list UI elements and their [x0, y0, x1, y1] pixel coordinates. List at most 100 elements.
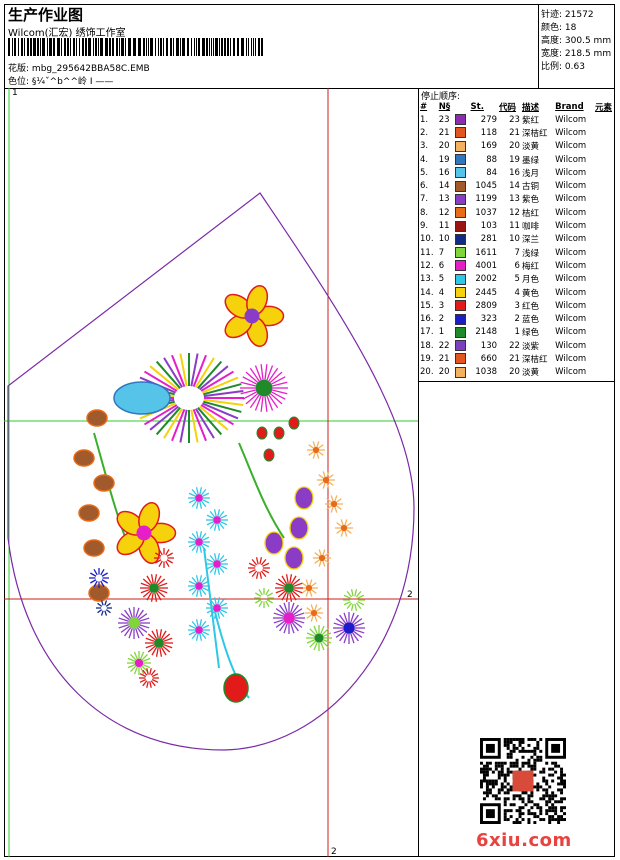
thread-no: 20 — [438, 141, 450, 152]
color-swatch-box — [454, 140, 466, 152]
thread-code: 6 — [514, 260, 520, 271]
thread-desc: 梅红 — [521, 261, 539, 272]
thread-brand: Wilcom — [555, 287, 587, 298]
header-divider — [4, 88, 615, 89]
color-swatch — [454, 113, 470, 126]
color-swatch — [454, 206, 470, 219]
thread-no: 21 — [438, 127, 450, 138]
color-count: 颜色: 18 — [541, 23, 577, 33]
thread-code: 22 — [509, 340, 520, 351]
page-title: 生产作业图 — [8, 6, 84, 24]
table-bottom-divider — [418, 381, 615, 382]
thread-num: 17. — [420, 327, 434, 338]
thread-stitches: 2445 — [475, 287, 498, 298]
thread-num: 2. — [420, 127, 429, 138]
axis-label-bottom: 2 — [331, 847, 337, 857]
thread-element — [594, 339, 617, 352]
col-st: St. — [470, 101, 484, 112]
thread-row: 20. 20 1038 20 淡黄 Wilcom — [419, 366, 617, 379]
thread-no: 23 — [438, 114, 450, 125]
thread-stitches: 2809 — [475, 300, 498, 311]
thread-row: 2. 21 118 21 深桔红 Wilcom — [419, 126, 617, 139]
thread-stitches: 281 — [480, 234, 498, 245]
thread-brand: Wilcom — [555, 234, 587, 245]
page-frame — [4, 4, 615, 857]
thread-num: 18. — [420, 340, 434, 351]
thread-stitches: 169 — [480, 141, 498, 152]
thread-stitches: 4001 — [475, 260, 498, 271]
thread-num: 12. — [420, 260, 434, 271]
thread-row: 13. 5 2002 5 月色 Wilcom — [419, 273, 617, 286]
thread-no: 11 — [438, 221, 450, 232]
thread-code: 20 — [509, 141, 520, 152]
thread-code: 19 — [509, 154, 520, 165]
col-brand: Brand — [555, 101, 584, 112]
thread-stitches: 130 — [480, 340, 498, 351]
thread-desc: 淡黄 — [521, 368, 539, 379]
color-swatch-box — [454, 313, 466, 325]
color-swatch — [454, 166, 470, 179]
thread-no: 2 — [438, 314, 445, 325]
thread-brand: Wilcom — [555, 181, 587, 192]
color-swatch — [454, 312, 470, 325]
thread-num: 5. — [420, 167, 429, 178]
thread-row: 9. 11 103 11 咖啡 Wilcom — [419, 219, 617, 232]
thread-no: 14 — [438, 181, 450, 192]
thread-element — [594, 153, 617, 166]
thread-num: 14. — [420, 287, 434, 298]
thread-num: 13. — [420, 274, 434, 285]
thread-num: 20. — [420, 367, 434, 378]
thread-code: 21 — [509, 353, 520, 364]
thread-num: 4. — [420, 154, 429, 165]
thread-stitches: 103 — [480, 221, 498, 232]
color-swatch — [454, 153, 470, 166]
color-swatch-box — [454, 114, 466, 126]
axis-label-right: 2 — [407, 590, 413, 600]
thread-brand: Wilcom — [555, 207, 587, 218]
thread-row: 10. 10 281 10 深兰 Wilcom — [419, 233, 617, 246]
thread-table-header: # N§ St. 代码 描述 Brand 元素 — [419, 100, 617, 113]
embroidery-design — [4, 88, 418, 857]
thread-code: 21 — [509, 127, 520, 138]
axis-label-1: 1 — [12, 88, 18, 98]
thread-element — [594, 326, 617, 339]
thread-row: 15. 3 2809 3 红色 Wilcom — [419, 299, 617, 312]
color-swatch-box — [454, 273, 466, 285]
thread-row: 17. 1 2148 1 绿色 Wilcom — [419, 326, 617, 339]
color-seq-value: §¼ˇ^b^^岭 I —— — [31, 77, 114, 87]
color-swatch — [454, 352, 470, 365]
thread-element — [594, 166, 617, 179]
thread-stitches: 88 — [486, 154, 498, 165]
color-swatch-box — [454, 353, 466, 365]
thread-brand: Wilcom — [555, 314, 587, 325]
thread-element — [594, 179, 617, 192]
thread-desc: 浅绿 — [521, 248, 539, 259]
floral-motifs — [73, 284, 365, 703]
thread-stitches: 1038 — [475, 367, 498, 378]
stop-sequence-label: 停止顺序: — [421, 92, 461, 102]
thread-code: 7 — [514, 247, 520, 258]
thread-num: 19. — [420, 353, 434, 364]
thread-row: 4. 19 88 19 墨绿 Wilcom — [419, 153, 617, 166]
thread-row: 16. 2 323 2 蓝色 Wilcom — [419, 312, 617, 325]
design-scale: 比例: 0.63 — [541, 62, 585, 72]
thread-no: 4 — [438, 287, 445, 298]
color-swatch — [454, 193, 470, 206]
thread-code: 13 — [509, 194, 520, 205]
stitch-count: 针迹: 21572 — [541, 10, 594, 20]
color-swatch-box — [454, 167, 466, 179]
thread-stitches: 118 — [480, 127, 498, 138]
color-swatch — [454, 366, 470, 379]
thread-no: 7 — [438, 247, 445, 258]
thread-desc: 红色 — [521, 301, 539, 312]
thread-brand: Wilcom — [555, 340, 587, 351]
thread-stitches: 1037 — [475, 207, 498, 218]
thread-element — [594, 206, 617, 219]
thread-num: 3. — [420, 141, 429, 152]
thread-desc: 黄色 — [521, 288, 539, 299]
thread-row: 11. 7 1611 7 浅绿 Wilcom — [419, 246, 617, 259]
col-swatch — [454, 100, 470, 113]
header-divider-vertical — [538, 4, 539, 88]
thread-brand: Wilcom — [555, 167, 587, 178]
thread-code: 11 — [509, 221, 520, 232]
